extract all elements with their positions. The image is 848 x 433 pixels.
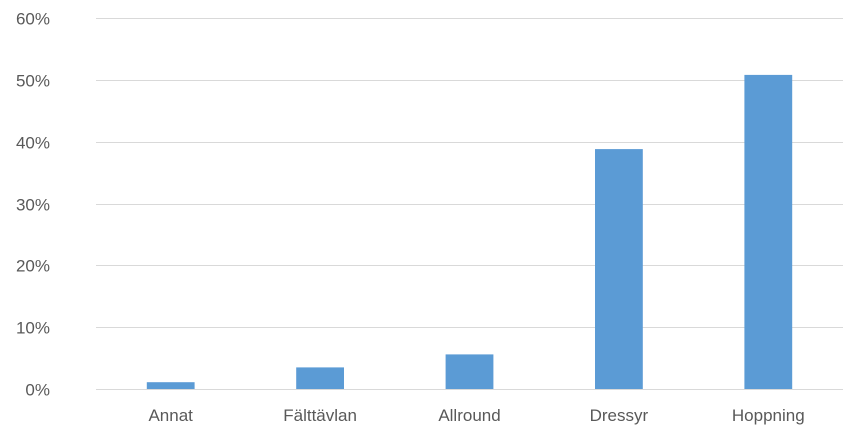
y-tick-label: 10% — [16, 319, 50, 338]
bar-hoppning — [744, 74, 793, 390]
x-axis-labels: Annat Fälttävlan Allround Dressyr Hoppning — [148, 406, 804, 425]
x-category-label: Allround — [438, 406, 500, 425]
y-tick-label: 0% — [25, 381, 50, 400]
bar-annat — [146, 382, 195, 389]
y-tick-label: 40% — [16, 134, 50, 153]
bar-fälttävlan — [296, 367, 344, 389]
bar-allround — [445, 354, 494, 389]
bar-dressyr — [595, 149, 643, 389]
y-tick-label: 60% — [16, 10, 50, 29]
x-category-label: Annat — [148, 406, 193, 425]
grid — [96, 18, 843, 390]
y-tick-label: 20% — [16, 257, 50, 276]
bars — [146, 74, 793, 390]
y-axis-ticks: 0% 10% 20% 30% 40% 50% 60% — [16, 10, 50, 400]
x-category-label: Dressyr — [590, 406, 649, 425]
y-tick-label: 50% — [16, 72, 50, 91]
x-category-label: Fälttävlan — [283, 406, 357, 425]
y-tick-label: 30% — [16, 196, 50, 215]
x-category-label: Hoppning — [732, 406, 805, 425]
